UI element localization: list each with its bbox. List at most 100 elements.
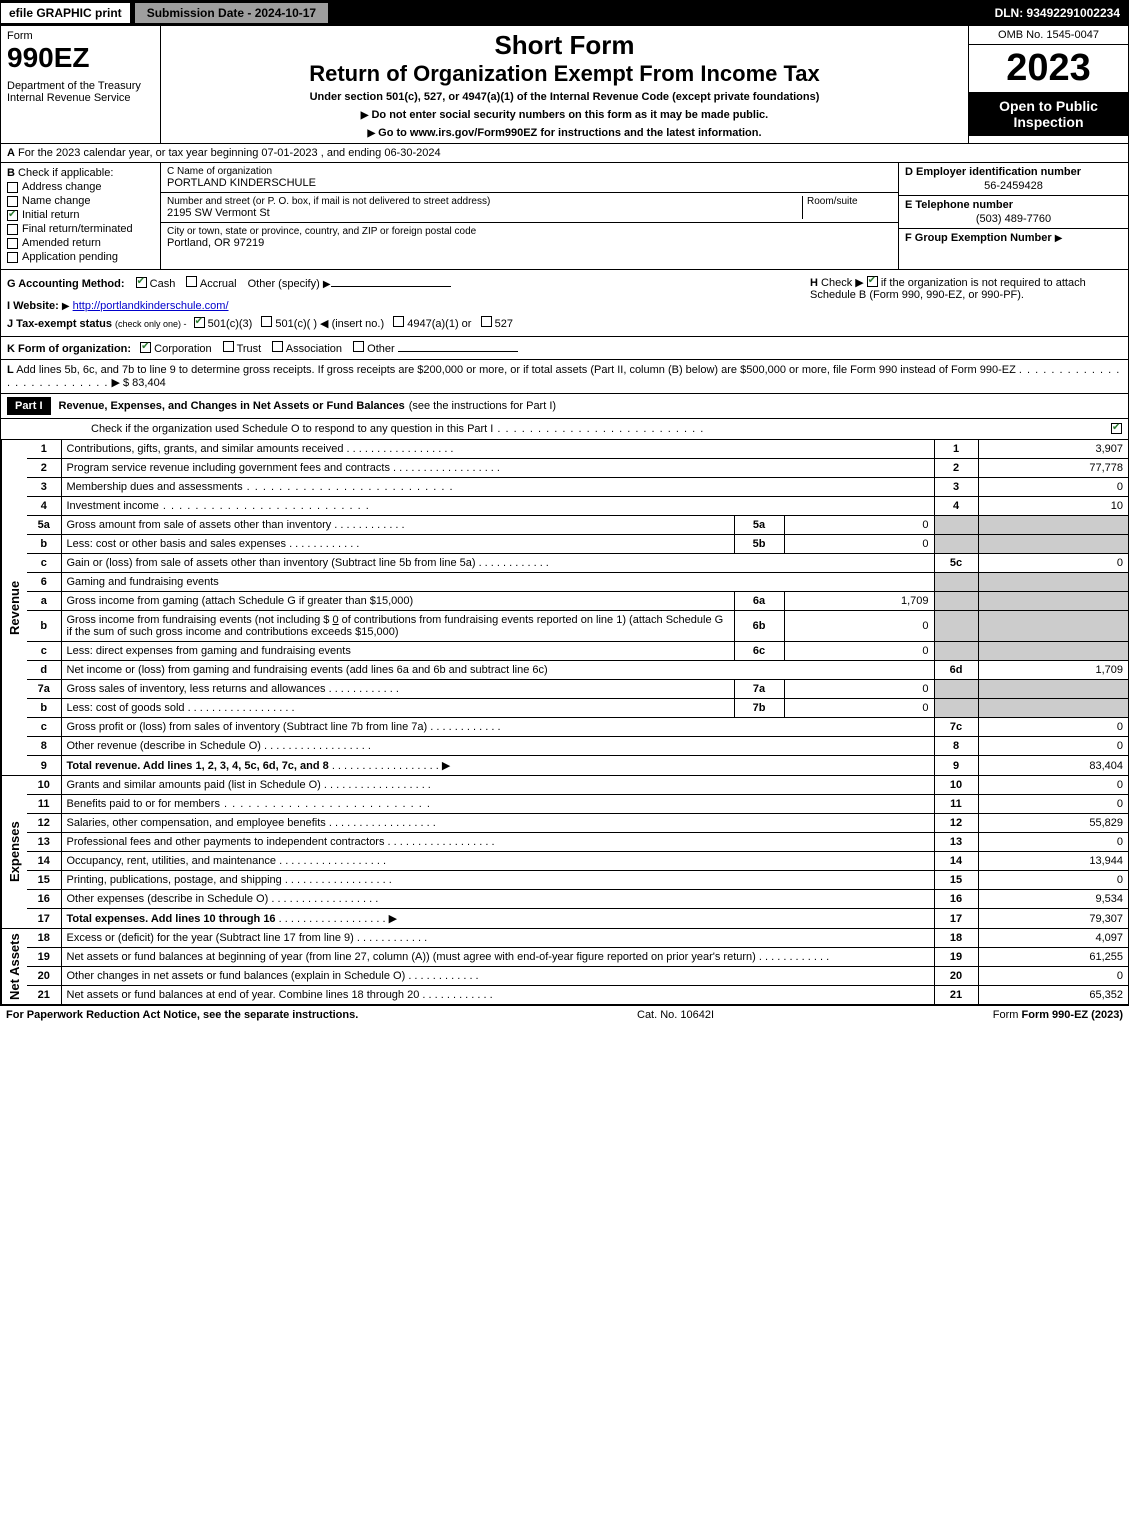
col-b: B Check if applicable: Address change Na… (1, 163, 161, 269)
line-7b: bLess: cost of goods sold7b0 (27, 699, 1128, 718)
checkbox-checked-icon[interactable] (194, 317, 205, 328)
room-label: Room/suite (807, 196, 892, 207)
checkbox-icon (7, 238, 18, 249)
dln: DLN: 93492291002234 (987, 3, 1128, 23)
check-application-pending[interactable]: Application pending (7, 251, 154, 263)
omb-number: OMB No. 1545-0047 (969, 26, 1128, 45)
city-row: City or town, state or province, country… (161, 223, 898, 252)
group-label: F Group Exemption Number (905, 232, 1052, 244)
line-5c: cGain or (loss) from sale of assets othe… (27, 554, 1128, 573)
subtitle: Under section 501(c), 527, or 4947(a)(1)… (169, 91, 960, 103)
footer: For Paperwork Reduction Act Notice, see … (0, 1005, 1129, 1024)
street: 2195 SW Vermont St (167, 207, 802, 219)
city-label: City or town, state or province, country… (167, 226, 892, 237)
phone-label: E Telephone number (905, 199, 1013, 211)
street-row: Number and street (or P. O. box, if mail… (161, 193, 898, 223)
line-19: 19Net assets or fund balances at beginni… (27, 948, 1128, 967)
line-6: 6Gaming and fundraising events (27, 573, 1128, 592)
checkbox-checked-icon[interactable] (1111, 423, 1122, 434)
website-link[interactable]: http://portlandkinderschule.com/ (73, 300, 229, 312)
check-initial-return[interactable]: Initial return (7, 209, 154, 221)
k-label: K Form of organization: (7, 343, 131, 355)
goto-link[interactable]: Go to www.irs.gov/Form990EZ for instruct… (169, 127, 960, 139)
checkbox-checked-icon[interactable] (140, 342, 151, 353)
row-a: A For the 2023 calendar year, or tax yea… (0, 144, 1129, 163)
checkbox-icon[interactable] (393, 316, 404, 327)
ssn-warning: Do not enter social security numbers on … (169, 109, 960, 121)
line-21: 21Net assets or fund balances at end of … (27, 986, 1128, 1005)
row-l: L Add lines 5b, 6c, and 7b to line 9 to … (0, 360, 1129, 394)
part1-header: Part I Revenue, Expenses, and Changes in… (0, 394, 1129, 419)
website-label: I Website: (7, 300, 59, 312)
expenses-section: Expenses 10Grants and similar amounts pa… (0, 776, 1129, 929)
check-address-change[interactable]: Address change (7, 181, 154, 193)
line-3: 3Membership dues and assessments30 (27, 478, 1128, 497)
checkbox-icon (7, 182, 18, 193)
group-row: F Group Exemption Number (899, 229, 1128, 247)
check-amended-return[interactable]: Amended return (7, 237, 154, 249)
line-15: 15Printing, publications, postage, and s… (27, 871, 1128, 890)
other-specify-input[interactable] (331, 286, 451, 287)
checkbox-icon[interactable] (353, 341, 364, 352)
line-14: 14Occupancy, rent, utilities, and mainte… (27, 852, 1128, 871)
checkbox-icon[interactable] (261, 316, 272, 327)
checkbox-icon[interactable] (272, 341, 283, 352)
section-bcd: B Check if applicable: Address change Na… (0, 163, 1129, 270)
netassets-section: Net Assets 18Excess or (deficit) for the… (0, 929, 1129, 1005)
j-label: J Tax-exempt status (7, 318, 112, 330)
checkbox-icon[interactable] (223, 341, 234, 352)
form-word: Form (7, 30, 154, 42)
form-number: 990EZ (7, 42, 154, 74)
checkbox-checked-icon[interactable] (136, 277, 147, 288)
line-12: 12Salaries, other compensation, and empl… (27, 814, 1128, 833)
line-6d: dNet income or (loss) from gaming and fu… (27, 661, 1128, 680)
line-8: 8Other revenue (describe in Schedule O)8… (27, 737, 1128, 756)
line-6a: aGross income from gaming (attach Schedu… (27, 592, 1128, 611)
line-4: 4Investment income410 (27, 497, 1128, 516)
part1-check-row: Check if the organization used Schedule … (0, 419, 1129, 440)
org-name-row: C Name of organization PORTLAND KINDERSC… (161, 163, 898, 193)
checkbox-checked-icon (7, 210, 18, 221)
ein: 56-2459428 (905, 180, 1122, 192)
short-form-title: Short Form (169, 30, 960, 61)
row-a-label: A (7, 147, 15, 159)
name-label: C Name of organization (167, 166, 892, 177)
line-5a: 5aGross amount from sale of assets other… (27, 516, 1128, 535)
check-final-return[interactable]: Final return/terminated (7, 223, 154, 235)
checkbox-checked-icon[interactable] (867, 276, 878, 287)
other-org-input[interactable] (398, 351, 518, 352)
revenue-side-label: Revenue (1, 440, 27, 775)
line-2: 2Program service revenue including gover… (27, 459, 1128, 478)
line-6c: cLess: direct expenses from gaming and f… (27, 642, 1128, 661)
col-b-heading: Check if applicable: (18, 167, 113, 179)
row-g-block: G Accounting Method: Cash Accrual Other … (0, 270, 1129, 337)
efile-label: efile GRAPHIC print (1, 3, 130, 23)
line-6b: bGross income from fundraising events (n… (27, 611, 1128, 642)
footer-mid: Cat. No. 10642I (637, 1009, 714, 1021)
netassets-side-label: Net Assets (1, 929, 27, 1004)
l-text: Add lines 5b, 6c, and 7b to line 9 to de… (16, 364, 1016, 376)
department: Department of the Treasury Internal Reve… (7, 80, 154, 104)
col-b-label: B (7, 167, 15, 179)
row-a-text: For the 2023 calendar year, or tax year … (18, 147, 441, 159)
tax-year: 2023 (969, 45, 1128, 92)
checkbox-icon[interactable] (481, 316, 492, 327)
checkbox-icon[interactable] (186, 276, 197, 287)
revenue-table: 1Contributions, gifts, grants, and simil… (27, 440, 1128, 775)
col-c: C Name of organization PORTLAND KINDERSC… (161, 163, 898, 269)
line-10: 10Grants and similar amounts paid (list … (27, 776, 1128, 795)
form-header: Form 990EZ Department of the Treasury In… (0, 26, 1129, 144)
revenue-section: Revenue 1Contributions, gifts, grants, a… (0, 440, 1129, 776)
return-title: Return of Organization Exempt From Incom… (169, 61, 960, 87)
part1-check-text: Check if the organization used Schedule … (91, 423, 493, 435)
header-left: Form 990EZ Department of the Treasury In… (1, 26, 161, 143)
line-18: 18Excess or (deficit) for the year (Subt… (27, 929, 1128, 948)
accounting-label: G Accounting Method: (7, 278, 125, 290)
col-d: D Employer identification number 56-2459… (898, 163, 1128, 269)
expenses-table: 10Grants and similar amounts paid (list … (27, 776, 1128, 928)
line-17: 17Total expenses. Add lines 10 through 1… (27, 909, 1128, 929)
check-name-change[interactable]: Name change (7, 195, 154, 207)
header-right: OMB No. 1545-0047 2023 Open to Public In… (968, 26, 1128, 143)
phone-row: E Telephone number (503) 489-7760 (899, 196, 1128, 229)
ein-row: D Employer identification number 56-2459… (899, 163, 1128, 196)
